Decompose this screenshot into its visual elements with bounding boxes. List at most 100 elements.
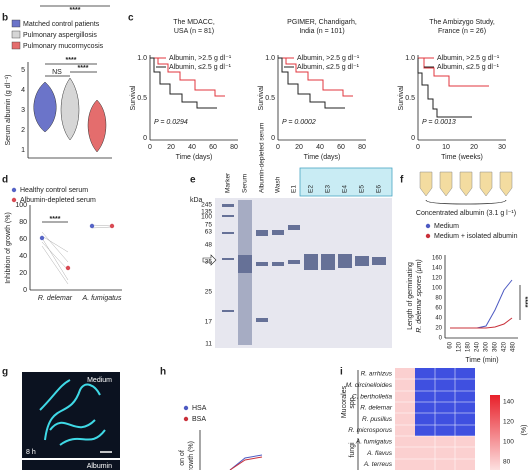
axis-label: Time (min) [465, 357, 498, 364]
lane-label: Marker [225, 172, 232, 193]
axis-label: growth (%) [188, 441, 195, 470]
x-tick-label: 30 [498, 144, 506, 151]
lane-label: Serum [242, 174, 249, 193]
panel-letter: h [160, 367, 166, 378]
legend-entry: Matched control patients [23, 21, 100, 28]
colorbar-tick: 80 [503, 459, 511, 466]
row-label: C. bertholletia [352, 393, 392, 400]
colorbar-tick: 100 [503, 439, 514, 446]
lane-label: E5 [359, 185, 366, 193]
ladder-label: 25 [205, 289, 213, 296]
x-tick-label: 360 [493, 341, 499, 352]
row-label: R. delemar [360, 405, 393, 412]
y-tick-label: 160 [432, 256, 443, 262]
colorbar-tick: 120 [503, 419, 514, 426]
legend-entry: Albumin, >2.5 g dl⁻¹ [437, 55, 500, 62]
y-tick-label: 5 [21, 67, 25, 74]
legend-entry: Albumin-depleted serum [20, 197, 96, 204]
p-value: P = 0.0294 [154, 119, 188, 126]
axis-label: Time (days) [304, 154, 341, 161]
row-label: M. circinelloides [346, 382, 393, 389]
legend-marker [11, 197, 17, 203]
ladder-label: 245 [201, 202, 212, 209]
x-tick-label: 60 [448, 341, 454, 348]
x-tick-label: 20 [470, 144, 478, 151]
plot-title: The Ambizygo Study, [429, 19, 495, 26]
image-label: 8 h [26, 449, 36, 456]
violin [33, 81, 57, 133]
y-tick-label: 0.5 [405, 95, 415, 102]
ladder-label: 35 [205, 259, 213, 266]
row-label: A. terreus [363, 461, 393, 468]
y-tick-label: 40 [19, 253, 27, 260]
label: NS [52, 69, 62, 76]
axis-label: Survival [398, 85, 405, 110]
axis-label: Survival [130, 85, 137, 110]
ladder-label: 63 [205, 229, 213, 236]
elution-box [299, 167, 393, 197]
axis-label: Survival [258, 85, 265, 110]
axis-label: R. delemar spores (μm) [416, 259, 423, 332]
p-value: P = 0.0013 [422, 119, 456, 126]
caption: Concentrated albumin (3.1 g l⁻¹) [416, 210, 516, 217]
legend-marker [425, 223, 431, 229]
legend-entry: BSA [192, 416, 206, 423]
plot-title: PGIMER, Chandigarh, [287, 19, 357, 26]
x-tick-label: 80 [230, 144, 238, 151]
y-tick-label: 100 [15, 202, 27, 209]
lane-label: E6 [376, 185, 383, 193]
x-tick-label: 300 [484, 341, 490, 352]
plot-title: USA (n = 81) [174, 28, 214, 35]
x-tick-label: 20 [295, 144, 303, 151]
group-label: fungi [349, 442, 356, 458]
x-tick-label: 60 [337, 144, 345, 151]
violin [60, 77, 80, 141]
y-tick-label: 1 [21, 147, 25, 154]
legend-entry: Albumin, ≤2.5 g dl⁻¹ [297, 64, 360, 71]
axis-label: kDa [190, 197, 203, 204]
legend-marker [425, 233, 431, 239]
y-tick-label: 0 [143, 135, 147, 142]
colorbar-tick: 140 [503, 399, 514, 406]
legend-entry: Pulmonary aspergillosis [23, 32, 97, 39]
x-tick-label: 420 [502, 341, 508, 352]
y-tick-label: 60 [19, 236, 27, 243]
y-tick-label: 1.0 [137, 55, 147, 62]
x-tick-label: 0 [276, 144, 280, 151]
y-tick-label: 20 [435, 326, 442, 332]
legend-marker [183, 405, 189, 411]
x-tick-label: 120 [457, 341, 463, 352]
plot-title: India (n = 101) [299, 28, 344, 35]
y-tick-label: 0 [411, 135, 415, 142]
y-tick-label: 20 [19, 270, 27, 277]
survival-curve [278, 57, 345, 109]
ladder-label: 135 [201, 209, 212, 216]
row-label: A. fumigatus [355, 439, 393, 446]
lane-label: E2 [308, 185, 315, 193]
violin [87, 99, 107, 153]
survival-curve [150, 57, 217, 109]
y-tick-label: 0 [23, 287, 27, 294]
axis-label: on of [179, 450, 186, 466]
legend-entry: Healthy control serum [20, 187, 88, 194]
x-tick-label: 40 [188, 144, 196, 151]
lane-label: E4 [342, 185, 349, 193]
panel-letter: f [400, 175, 404, 186]
axis-label: Serum albumin (g dl⁻¹) [5, 75, 12, 146]
panel-letter: d [2, 175, 8, 186]
x-tick-label: 80 [358, 144, 366, 151]
legend-entry: Albumin, >2.5 g dl⁻¹ [297, 55, 360, 62]
row-label: R. microsporus [348, 427, 392, 434]
y-tick-label: 1.0 [265, 55, 275, 62]
label: **** [70, 7, 81, 14]
y-tick-label: 80 [435, 296, 442, 302]
y-tick-label: 80 [19, 219, 27, 226]
legend-swatch [11, 19, 21, 28]
y-tick-label: 0.5 [265, 95, 275, 102]
x-tick-label: 20 [167, 144, 175, 151]
panel-letter: c [128, 13, 134, 24]
y-tick-label: 3 [21, 107, 25, 114]
legend-swatch [11, 30, 21, 39]
panel-letter: b [2, 13, 8, 24]
y-tick-label: 0.5 [137, 95, 147, 102]
